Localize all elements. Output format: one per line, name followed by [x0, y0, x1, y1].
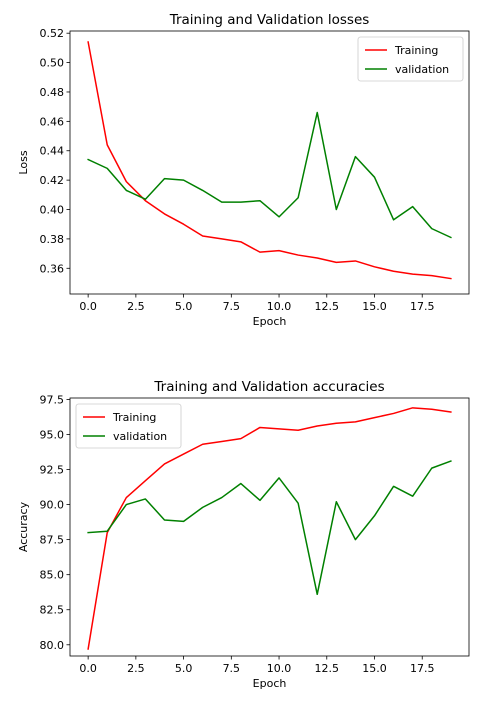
x-tick-label: 7.5 — [223, 300, 241, 313]
legend-label-validation: validation — [113, 430, 167, 443]
legend-label-training: Training — [112, 411, 156, 424]
y-tick-label: 0.46 — [40, 115, 65, 128]
legend-label-validation: validation — [395, 63, 449, 76]
y-tick-label: 85.0 — [40, 569, 65, 582]
x-tick-label: 12.5 — [315, 300, 340, 313]
x-tick-label: 7.5 — [223, 662, 241, 675]
x-tick-label: 5.0 — [175, 300, 193, 313]
y-tick-label: 0.42 — [40, 174, 65, 187]
y-tick-label: 0.40 — [40, 204, 65, 217]
y-tick-label: 0.50 — [40, 57, 65, 70]
x-tick-label: 10.0 — [267, 662, 292, 675]
series-line-training — [87, 407, 452, 650]
y-tick-label: 0.44 — [40, 145, 65, 158]
y-tick-label: 87.5 — [40, 534, 65, 547]
x-tick-label: 17.5 — [410, 662, 435, 675]
x-tick-label: 15.0 — [362, 662, 387, 675]
y-tick-label: 97.5 — [40, 393, 65, 406]
x-tick-label: 2.5 — [127, 300, 145, 313]
x-axis-label: Epoch — [253, 315, 287, 328]
x-tick-label: 0.0 — [79, 662, 97, 675]
y-tick-label: 92.5 — [40, 464, 65, 477]
y-tick-label: 80.0 — [40, 639, 65, 652]
axes-frame — [69, 397, 470, 657]
x-tick-label: 2.5 — [127, 662, 145, 675]
series-line-validation — [87, 111, 452, 239]
chart-title: Training and Validation accuracies — [153, 379, 384, 395]
legend: Training validation — [75, 403, 182, 449]
legend: Training validation — [357, 36, 464, 82]
x-tick-label: 10.0 — [267, 300, 292, 313]
chart-title: Training and Validation losses — [169, 12, 370, 28]
y-tick-label: 82.5 — [40, 604, 65, 617]
y-tick-label: 95.0 — [40, 428, 65, 441]
x-tick-label: 12.5 — [315, 662, 340, 675]
x-tick-label: 0.0 — [79, 300, 97, 313]
y-tick-label: 90.0 — [40, 499, 65, 512]
legend-box — [357, 36, 464, 82]
x-tick-label: 15.0 — [362, 300, 387, 313]
y-axis-label: Accuracy — [17, 501, 30, 552]
x-tick-label: 17.5 — [410, 300, 435, 313]
legend-label-training: Training — [394, 44, 438, 57]
loss-chart: 0.0 2.5 5.0 7.5 10.0 12.5 15.0 17.5 0.36 0.38 0.40… — [17, 12, 470, 328]
y-tick-label: 0.52 — [40, 27, 65, 40]
axes-frame — [69, 30, 470, 295]
accuracy-chart: 0.0 2.5 5.0 7.5 10.0 12.5 15.0 17.5 80.0 82.5 85.0… — [17, 379, 470, 690]
x-tick-label: 5.0 — [175, 662, 193, 675]
x-axis-label: Epoch — [253, 677, 287, 690]
y-tick-label: 0.38 — [40, 233, 65, 246]
series-line-validation — [87, 460, 452, 596]
legend-box — [75, 403, 182, 449]
series-line-training — [87, 41, 452, 280]
y-axis-label: Loss — [17, 150, 30, 174]
y-tick-label: 0.36 — [40, 262, 65, 275]
y-tick-label: 0.48 — [40, 86, 65, 99]
